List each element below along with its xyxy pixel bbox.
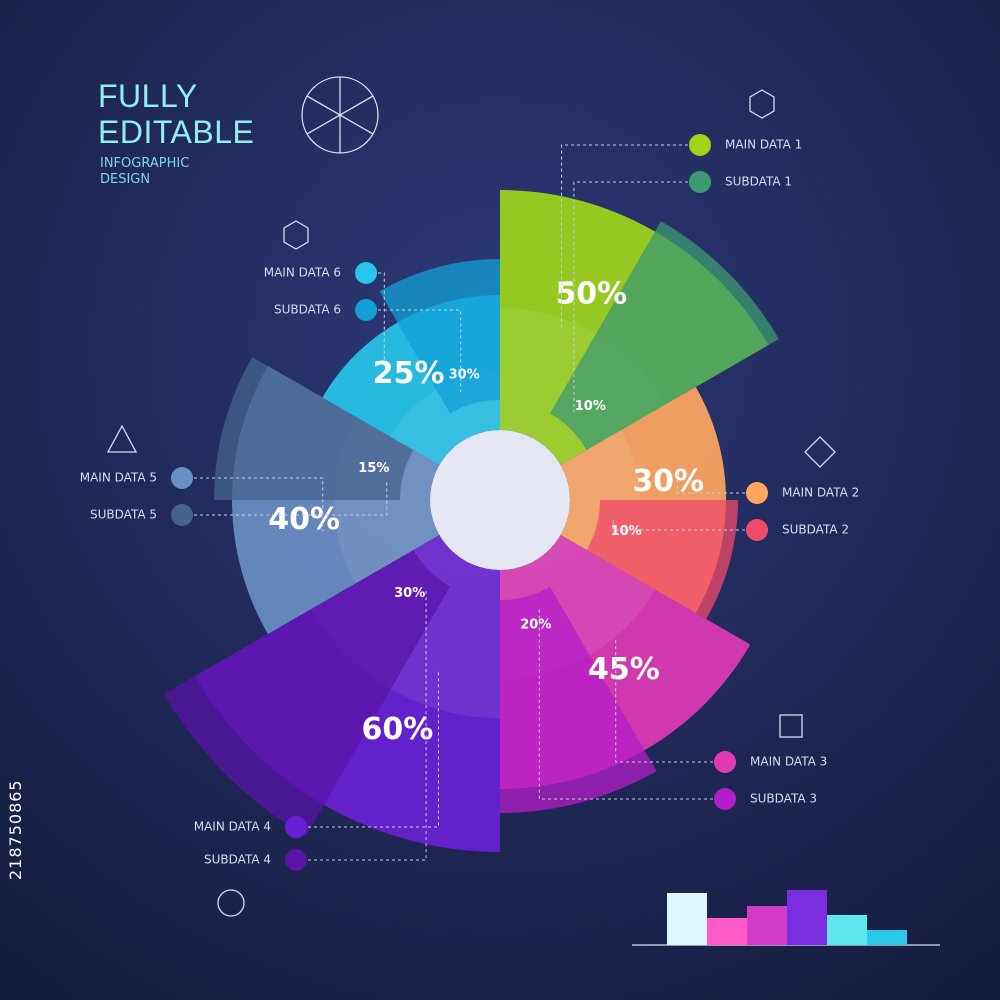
legend-dot bbox=[171, 467, 193, 489]
legend-dot bbox=[746, 519, 768, 541]
legend-label: MAIN DATA 1 bbox=[725, 138, 802, 152]
leader-line bbox=[194, 480, 388, 516]
leader-line bbox=[573, 181, 688, 412]
sub-sector bbox=[379, 259, 500, 414]
legend-dot bbox=[171, 504, 193, 526]
sub-sector bbox=[163, 550, 450, 837]
subtitle: INFOGRAPHIC DESIGN bbox=[100, 156, 190, 187]
leader-line bbox=[612, 519, 745, 531]
leader-line bbox=[538, 608, 713, 800]
sub-value-label: 30% bbox=[449, 368, 480, 383]
legend-dot bbox=[355, 262, 377, 284]
legend-label: MAIN DATA 4 bbox=[194, 820, 271, 834]
sub-sector bbox=[550, 221, 779, 450]
leader-line bbox=[676, 468, 745, 494]
sub-value-label: 10% bbox=[611, 524, 642, 539]
legend-label: MAIN DATA 2 bbox=[782, 486, 859, 500]
legend-dot bbox=[689, 171, 711, 193]
leader-line bbox=[194, 477, 324, 532]
main-value-label: 45% bbox=[588, 652, 660, 687]
main-value-label: 25% bbox=[373, 356, 445, 391]
sub-value-label: 30% bbox=[394, 586, 425, 601]
legend-label: SUBDATA 3 bbox=[750, 792, 817, 806]
legend-dot bbox=[285, 849, 307, 871]
legend-label: SUBDATA 5 bbox=[90, 508, 157, 522]
center-disc bbox=[430, 430, 570, 570]
main-value-label: 40% bbox=[268, 502, 340, 537]
decorations bbox=[106, 76, 940, 946]
legend-dot bbox=[355, 299, 377, 321]
leader-line bbox=[561, 144, 688, 331]
plot bbox=[163, 190, 779, 852]
legend-dot bbox=[746, 482, 768, 504]
main-value-label: 30% bbox=[632, 464, 704, 499]
sub-value-label: 10% bbox=[575, 399, 606, 414]
sub-value-label: 15% bbox=[358, 461, 389, 476]
legend-label: MAIN DATA 3 bbox=[750, 755, 827, 769]
legend-label: SUBDATA 4 bbox=[204, 853, 271, 867]
labels: 50% 10% MAIN DATA 1 SUBDATA 1 30% 10% MAIN DAT… bbox=[80, 134, 859, 871]
sub-value-label: 20% bbox=[520, 617, 551, 632]
legend-dot bbox=[689, 134, 711, 156]
main-value-label: 60% bbox=[361, 712, 433, 747]
legend-label: SUBDATA 2 bbox=[782, 523, 849, 537]
legend-label: SUBDATA 1 bbox=[725, 175, 792, 189]
legend-dot bbox=[714, 788, 736, 810]
leader-line bbox=[308, 669, 439, 828]
leader-line bbox=[615, 637, 713, 763]
legend-dot bbox=[285, 816, 307, 838]
legend-label: MAIN DATA 5 bbox=[80, 471, 157, 485]
leader-line bbox=[378, 272, 385, 363]
sub-sector bbox=[214, 357, 414, 500]
legend-label: MAIN DATA 6 bbox=[264, 266, 341, 280]
legend-label: SUBDATA 6 bbox=[274, 303, 341, 317]
legend-dot bbox=[714, 751, 736, 773]
title: FULLY EDITABLE bbox=[98, 78, 255, 150]
main-value-label: 50% bbox=[555, 276, 627, 311]
